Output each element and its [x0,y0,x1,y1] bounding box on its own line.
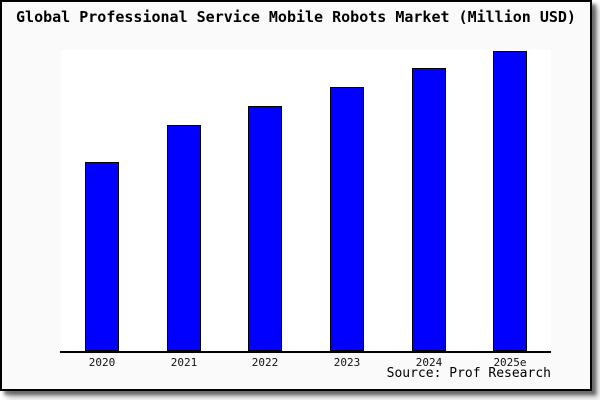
x-tick-label-2022: 2022 [251,356,279,369]
x-tick-label-2024: 2024 [415,356,443,369]
x-axis-labels: 2020 2021 2022 2023 2024 2025e [61,356,551,370]
source-credit: Source: Prof Research [386,366,551,381]
x-tick-label-2021: 2021 [170,356,198,369]
x-tick-label-2025e: 2025e [493,356,527,369]
x-tick-label-2020: 2020 [88,356,116,369]
bar-2022 [248,106,282,351]
bar-2021 [167,125,201,351]
bar-2020 [85,162,119,351]
bar-2025e [493,51,527,351]
chart-title: Global Professional Service Mobile Robot… [16,8,576,26]
bar-2024 [412,68,446,351]
chart-card: Global Professional Service Mobile Robot… [0,0,592,391]
bar-2023 [330,87,364,351]
x-axis-line [60,351,551,353]
plot-area [60,50,551,353]
x-tick-label-2023: 2023 [333,356,361,369]
